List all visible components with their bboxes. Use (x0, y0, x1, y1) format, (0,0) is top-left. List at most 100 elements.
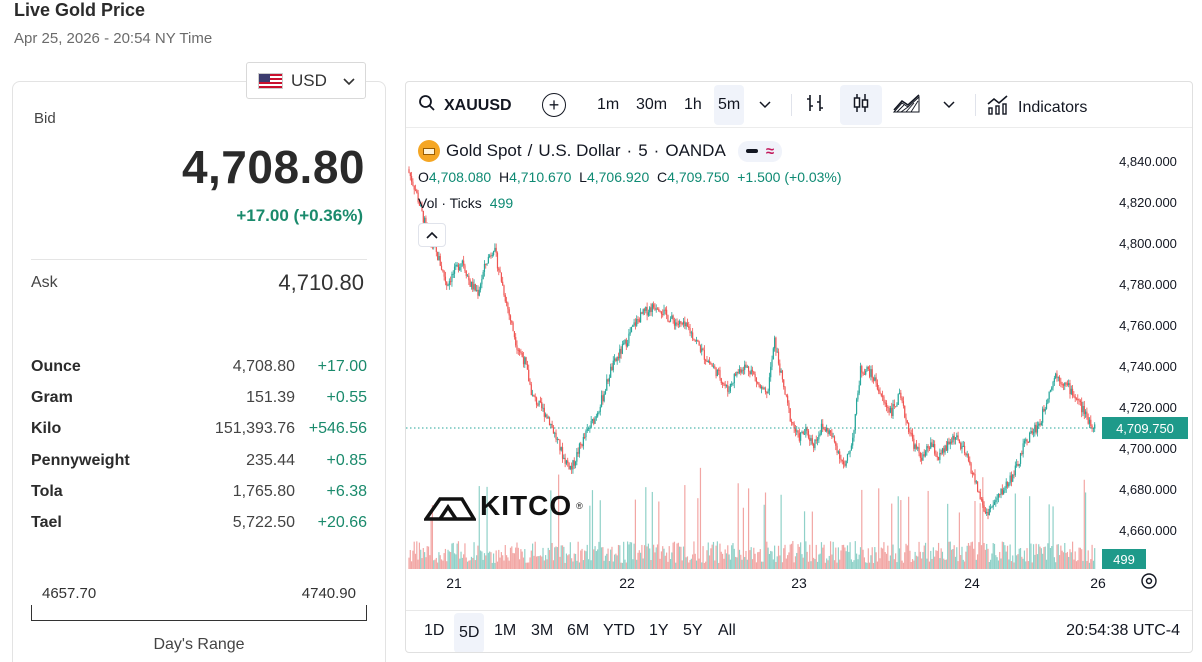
candle-body (871, 369, 873, 378)
symbol-search[interactable]: XAUUSD (418, 94, 512, 117)
candle-body (1069, 383, 1071, 395)
candle-body (1008, 483, 1010, 487)
volume-bar (900, 500, 902, 569)
candle-body (672, 315, 674, 321)
ohlc-change: +1.500 (+0.03%) (737, 169, 842, 185)
style-dropdown[interactable] (934, 90, 964, 120)
candle-body (546, 414, 548, 419)
volume-bar (1016, 555, 1018, 569)
range-6m[interactable]: 6M (567, 622, 590, 639)
volume-bar (966, 545, 968, 569)
volume-bar (1018, 548, 1020, 569)
candle-body (824, 429, 826, 432)
volume-bar (749, 550, 751, 569)
candle-body (887, 407, 889, 409)
indicators-button[interactable]: Indicators (986, 94, 1087, 121)
volume-bar (898, 548, 901, 569)
unit-price: 1,765.80 (232, 482, 295, 500)
bar-style-button[interactable] (800, 90, 830, 120)
volume-bar (850, 559, 852, 569)
candle-body (866, 367, 868, 372)
candle-body (980, 499, 983, 501)
compare-button[interactable]: + (542, 93, 566, 117)
volume-bar (679, 546, 681, 569)
range-3m[interactable]: 3M (531, 622, 554, 639)
volume-bar (534, 541, 536, 569)
volume-bar (547, 547, 549, 569)
volume-bar (610, 549, 612, 569)
volume-bar (450, 552, 452, 569)
interval-1m[interactable]: 1m (597, 96, 620, 113)
candle-body (565, 460, 568, 464)
range-5d[interactable]: 5D (454, 613, 485, 652)
candle-body (671, 315, 673, 319)
volume-bar (927, 490, 929, 569)
volume-bar (634, 499, 636, 569)
collapse-legend-button[interactable] (418, 223, 446, 247)
range-all[interactable]: All (718, 622, 736, 639)
range-ytd[interactable]: YTD (603, 622, 635, 639)
interval-dropdown[interactable] (750, 90, 780, 120)
volume-bar (796, 552, 798, 569)
volume-bar (487, 552, 489, 569)
candle-body (940, 452, 942, 454)
volume-bar (928, 561, 931, 569)
volume-bar (708, 555, 711, 569)
candle-body (918, 447, 920, 453)
unit-table: Ounce 4,708.80 +17.00 Gram 151.39 +0.55 … (31, 351, 367, 539)
range-1d[interactable]: 1D (424, 622, 445, 639)
volume-bar (887, 545, 889, 569)
candle-body (957, 435, 959, 440)
candle-body (1022, 443, 1024, 455)
interval-1h[interactable]: 1h (684, 96, 702, 113)
volume-bar (600, 547, 603, 569)
interval-30m[interactable]: 30m (636, 96, 668, 113)
volume-bar (892, 544, 894, 569)
candle-body (822, 423, 824, 428)
range-5y[interactable]: 5Y (683, 622, 703, 639)
volume-bar (1079, 547, 1081, 569)
range-1m[interactable]: 1M (494, 622, 517, 639)
candle-body (975, 481, 977, 483)
range-1y[interactable]: 1Y (649, 622, 669, 639)
volume-bar (656, 544, 659, 569)
candle-body (849, 450, 851, 454)
volume-bar (489, 551, 491, 569)
candle-body (593, 419, 595, 424)
legend-options-pill[interactable]: ≈ (737, 140, 783, 162)
y-tick-label: 4,760.000 (1119, 318, 1177, 333)
volume-bar (509, 547, 512, 569)
volume-bar (960, 554, 962, 569)
candle-body (712, 366, 715, 368)
volume-bar (711, 544, 713, 569)
candle-body (1025, 439, 1027, 441)
volume-bar (515, 547, 517, 569)
candle-body (924, 451, 927, 456)
volume-bar (1075, 561, 1078, 569)
chart-settings-button[interactable] (1141, 573, 1157, 589)
candle-body (1083, 405, 1085, 415)
candle-body (939, 452, 941, 460)
volume-bar (513, 553, 515, 569)
candle-style-button[interactable] (840, 85, 882, 125)
volume-bar (689, 560, 691, 569)
candle-body (525, 357, 527, 365)
currency-selector[interactable]: USD (246, 62, 366, 99)
volume-bar (443, 553, 445, 569)
volume-bar (479, 550, 482, 569)
candle-body (512, 322, 514, 332)
volume-bar (1052, 506, 1054, 569)
interval-5m[interactable]: 5m (714, 85, 745, 125)
area-style-button[interactable] (892, 90, 922, 120)
volume-bar (996, 557, 998, 569)
price-chart[interactable]: 4,840.000 4,820.000 4,800.000 4,780.000 4,76… (406, 128, 1193, 610)
candle-body (736, 372, 738, 376)
candle-body (878, 389, 880, 392)
candle-body (461, 260, 463, 264)
volume-bar (963, 561, 966, 569)
volume-bar (790, 543, 793, 569)
volume-bar (991, 553, 993, 569)
volume-bar (995, 555, 997, 569)
volume-bar (545, 555, 547, 569)
volume-bar (1045, 559, 1048, 569)
